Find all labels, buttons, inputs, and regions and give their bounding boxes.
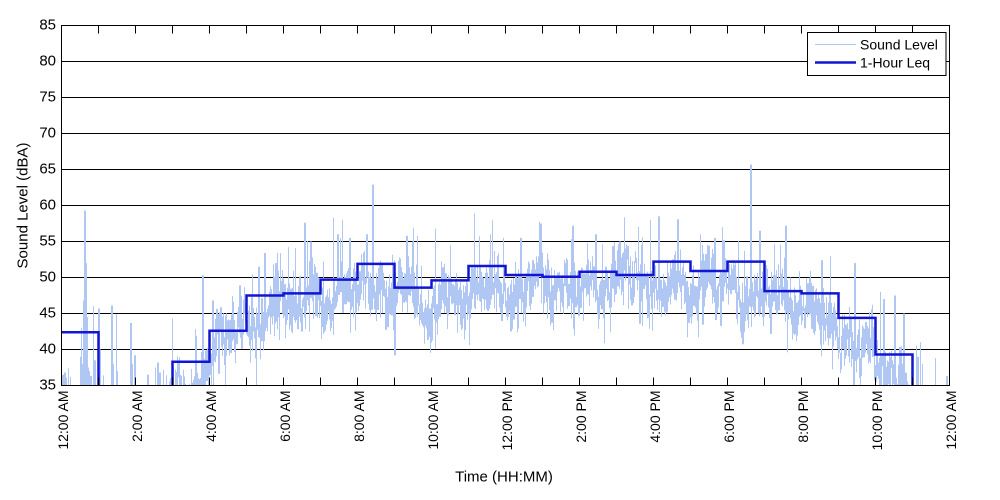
svg-text:2:00 PM: 2:00 PM [573, 391, 589, 443]
svg-text:35: 35 [39, 377, 56, 394]
svg-text:65: 65 [39, 161, 56, 178]
svg-text:Time (HH:MM): Time (HH:MM) [455, 469, 553, 486]
svg-text:55: 55 [39, 233, 56, 250]
svg-text:75: 75 [39, 89, 56, 106]
svg-text:8:00 PM: 8:00 PM [795, 391, 811, 443]
svg-text:4:00 AM: 4:00 AM [203, 391, 219, 442]
svg-text:45: 45 [39, 305, 56, 322]
svg-text:6:00 PM: 6:00 PM [721, 391, 737, 443]
svg-text:40: 40 [39, 341, 56, 358]
svg-text:70: 70 [39, 125, 56, 142]
svg-text:12:00 PM: 12:00 PM [499, 391, 515, 451]
svg-text:12:00 AM: 12:00 AM [55, 391, 71, 450]
svg-text:50: 50 [39, 269, 56, 286]
svg-text:10:00 AM: 10:00 AM [425, 391, 441, 450]
svg-text:85: 85 [39, 17, 56, 34]
svg-text:10:00 PM: 10:00 PM [869, 391, 885, 451]
svg-text:80: 80 [39, 53, 56, 70]
svg-text:4:00 PM: 4:00 PM [647, 391, 663, 443]
svg-text:12:00 AM: 12:00 AM [943, 391, 959, 450]
svg-text:6:00 AM: 6:00 AM [277, 391, 293, 442]
svg-text:Sound Level: Sound Level [860, 37, 938, 53]
svg-text:Sound Level (dBA): Sound Level (dBA) [15, 143, 32, 269]
svg-text:1-Hour Leq: 1-Hour Leq [860, 55, 930, 71]
svg-text:8:00 AM: 8:00 AM [351, 391, 367, 442]
svg-text:2:00 AM: 2:00 AM [129, 391, 145, 442]
svg-text:60: 60 [39, 197, 56, 214]
